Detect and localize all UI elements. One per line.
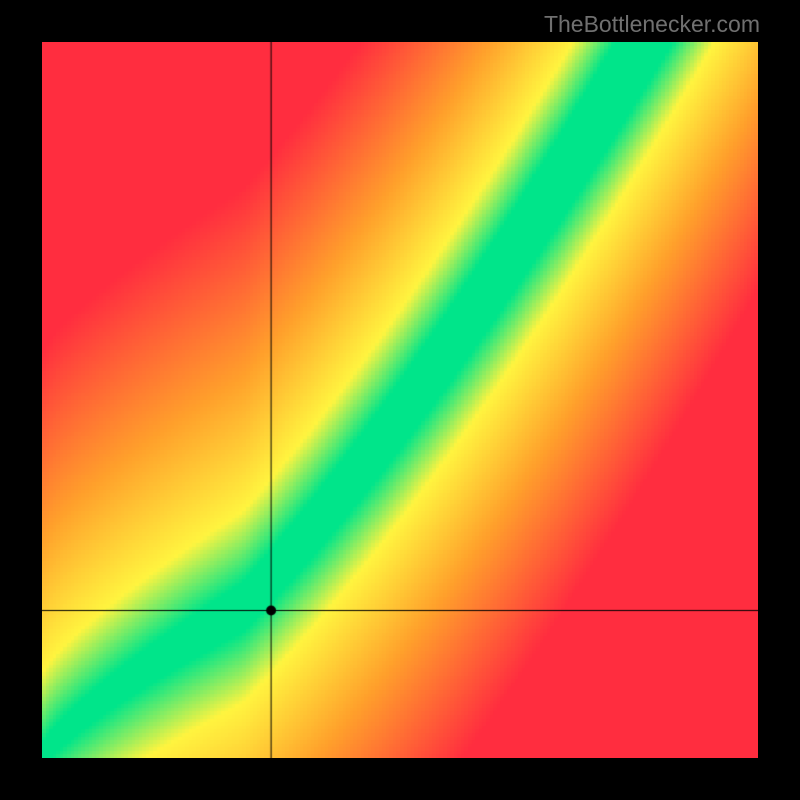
bottleneck-heatmap — [42, 42, 758, 758]
watermark-text: TheBottlenecker.com — [544, 11, 760, 38]
